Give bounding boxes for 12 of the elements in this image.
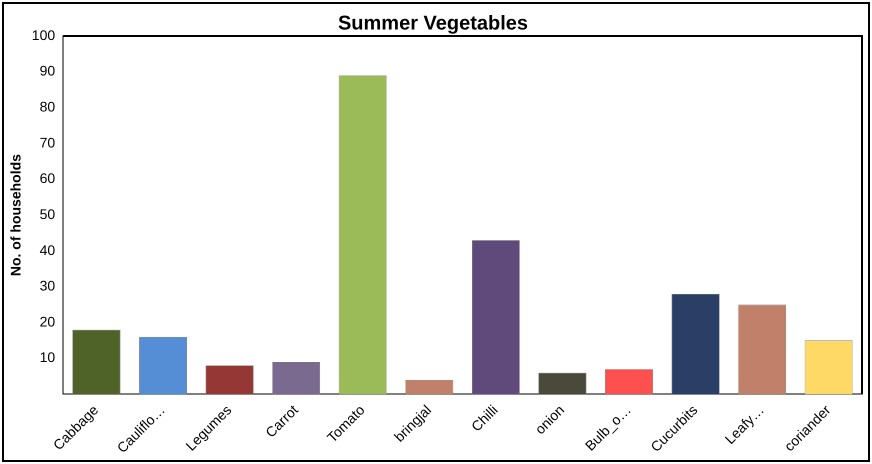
y-tick-label: 70 bbox=[40, 134, 56, 150]
y-tick-label: 20 bbox=[40, 313, 56, 330]
y-tick-label: 30 bbox=[40, 278, 56, 294]
y-tick-label: 60 bbox=[40, 170, 56, 186]
y-tick-label: 90 bbox=[40, 62, 56, 79]
y-axis-title: No. of households bbox=[7, 154, 24, 276]
y-tick-label: 80 bbox=[40, 98, 56, 114]
y-tick-label: 40 bbox=[40, 242, 56, 258]
y-tick-label: 100 bbox=[32, 26, 56, 43]
y-tick-label: 50 bbox=[40, 206, 56, 222]
y-tick-label: 10 bbox=[40, 349, 56, 366]
chart-title: Summer Vegetables bbox=[338, 12, 528, 35]
